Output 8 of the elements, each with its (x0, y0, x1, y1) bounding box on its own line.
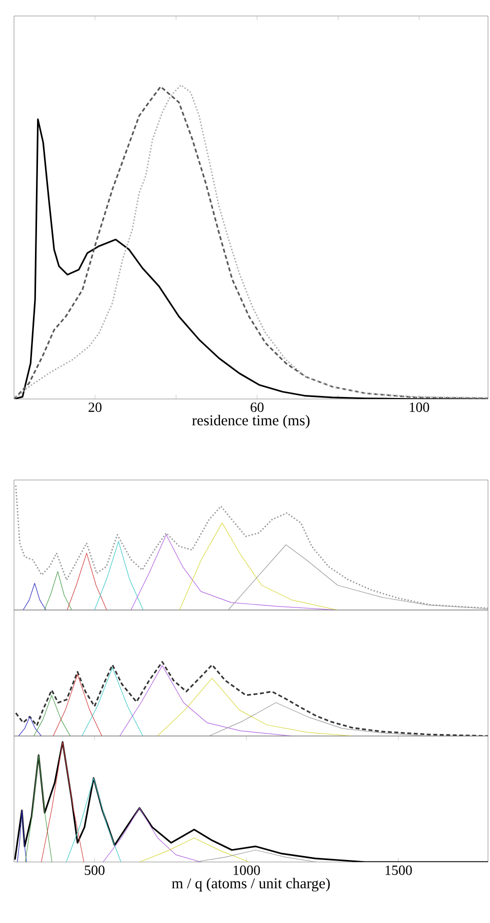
x-tick-label: 20 (88, 402, 102, 412)
x-tick-label: 60 (250, 402, 264, 412)
x-tick-label: 100 (410, 402, 430, 412)
x-tick-label: 1000 (234, 866, 260, 875)
x-tick-label: 1500 (386, 866, 412, 875)
x-axis-title: m / q (atoms / unit charge) (172, 878, 330, 892)
x-tick-label: 500 (84, 866, 104, 875)
x-axis-title: residence time (ms) (192, 414, 310, 428)
